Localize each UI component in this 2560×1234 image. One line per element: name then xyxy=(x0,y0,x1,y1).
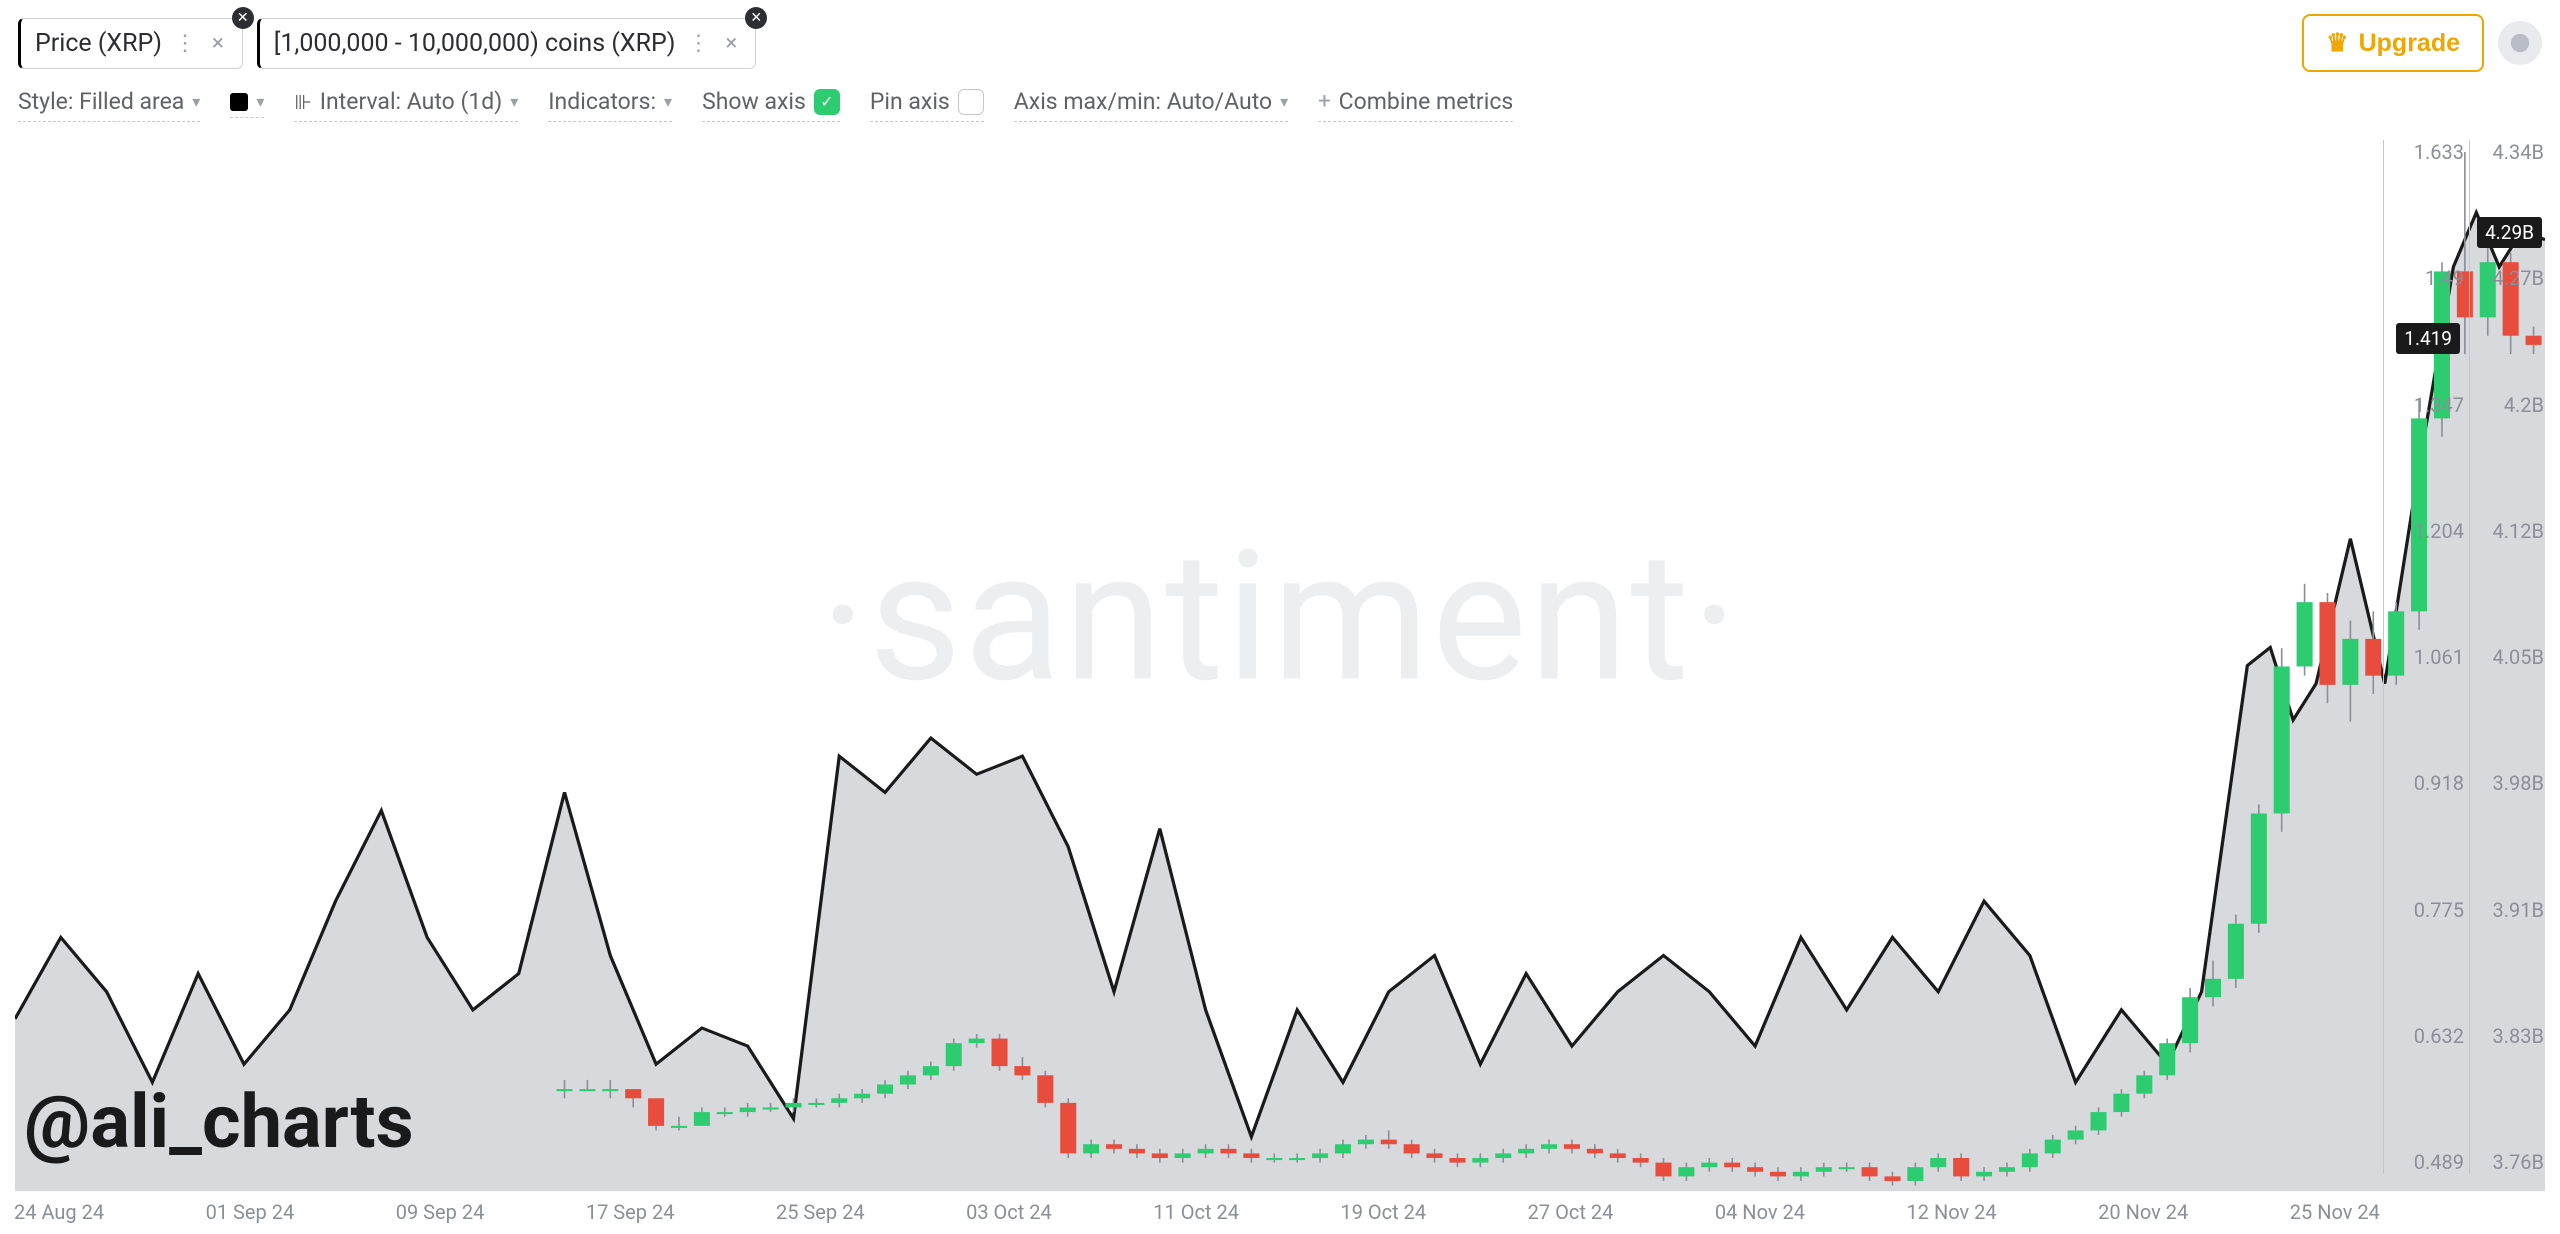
axis-divider xyxy=(2383,140,2384,1174)
price-tag-left: 1.419 xyxy=(2396,323,2460,354)
combine-metrics-button[interactable]: + Combine metrics xyxy=(1318,88,1513,122)
style-selector[interactable]: Style: Filled area ▾ xyxy=(18,88,200,122)
user-icon xyxy=(2509,32,2531,54)
chart-svg xyxy=(15,140,2545,1222)
x-axis: 24 Aug 2401 Sep 2409 Sep 2417 Sep 2425 S… xyxy=(14,1200,2380,1224)
chevron-down-icon: ▾ xyxy=(256,92,264,111)
indicators-label: Indicators: xyxy=(548,88,656,115)
interval-label: Interval: Auto (1d) xyxy=(320,88,502,115)
chevron-down-icon: ▾ xyxy=(1280,92,1288,111)
checkbox-off-icon xyxy=(958,89,984,115)
remove-badge-icon[interactable]: ✕ xyxy=(745,7,767,29)
menu-dots-icon[interactable]: ⋮ xyxy=(174,31,196,56)
close-icon[interactable]: × xyxy=(208,31,228,56)
chevron-down-icon: ▾ xyxy=(510,92,518,111)
combine-label: Combine metrics xyxy=(1339,88,1514,115)
axis-divider xyxy=(2469,140,2470,1174)
chevron-down-icon: ▾ xyxy=(664,92,672,111)
upgrade-button[interactable]: ♛ Upgrade xyxy=(2302,14,2484,72)
style-label: Style: Filled area xyxy=(18,88,184,115)
crown-icon: ♛ xyxy=(2326,28,2348,58)
color-selector[interactable]: ▾ xyxy=(230,92,264,118)
metric-pill-supply[interactable]: [1,000,000 - 10,000,000) coins (XRP) ⋮ ×… xyxy=(257,18,756,69)
close-icon[interactable]: × xyxy=(721,31,741,56)
pin-axis-label: Pin axis xyxy=(870,88,950,115)
show-axis-label: Show axis xyxy=(702,88,806,115)
chevron-down-icon: ▾ xyxy=(192,92,200,111)
candle-icon: ⊪ xyxy=(294,90,311,114)
color-swatch xyxy=(230,93,248,111)
price-tag-right: 4.29B xyxy=(2477,217,2542,248)
axis-maxmin-selector[interactable]: Axis max/min: Auto/Auto ▾ xyxy=(1014,88,1288,122)
avatar[interactable] xyxy=(2498,21,2542,65)
remove-badge-icon[interactable]: ✕ xyxy=(232,7,254,29)
metric-label: [1,000,000 - 10,000,000) coins (XRP) xyxy=(274,29,676,58)
checkbox-on-icon: ✓ xyxy=(814,89,840,115)
y-axis-right: 4.34B4.27B4.2B4.12B4.05B3.98B3.91B3.83B3… xyxy=(2474,140,2544,1174)
chart-area[interactable] xyxy=(15,140,2545,1222)
pin-axis-toggle[interactable]: Pin axis xyxy=(870,88,984,122)
show-axis-toggle[interactable]: Show axis ✓ xyxy=(702,88,840,122)
menu-dots-icon[interactable]: ⋮ xyxy=(687,31,709,56)
axis-maxmin-label: Axis max/min: Auto/Auto xyxy=(1014,88,1272,115)
metric-label: Price (XRP) xyxy=(35,29,162,58)
metric-pill-price[interactable]: Price (XRP) ⋮ × ✕ xyxy=(18,18,243,69)
y-axis-left: 1.6331.491.3471.2041.0610.9180.7750.6320… xyxy=(2388,140,2464,1174)
indicators-selector[interactable]: Indicators: ▾ xyxy=(548,88,672,122)
upgrade-label: Upgrade xyxy=(2359,29,2460,58)
plus-icon: + xyxy=(1318,89,1330,114)
interval-selector[interactable]: ⊪ Interval: Auto (1d) ▾ xyxy=(294,88,518,122)
